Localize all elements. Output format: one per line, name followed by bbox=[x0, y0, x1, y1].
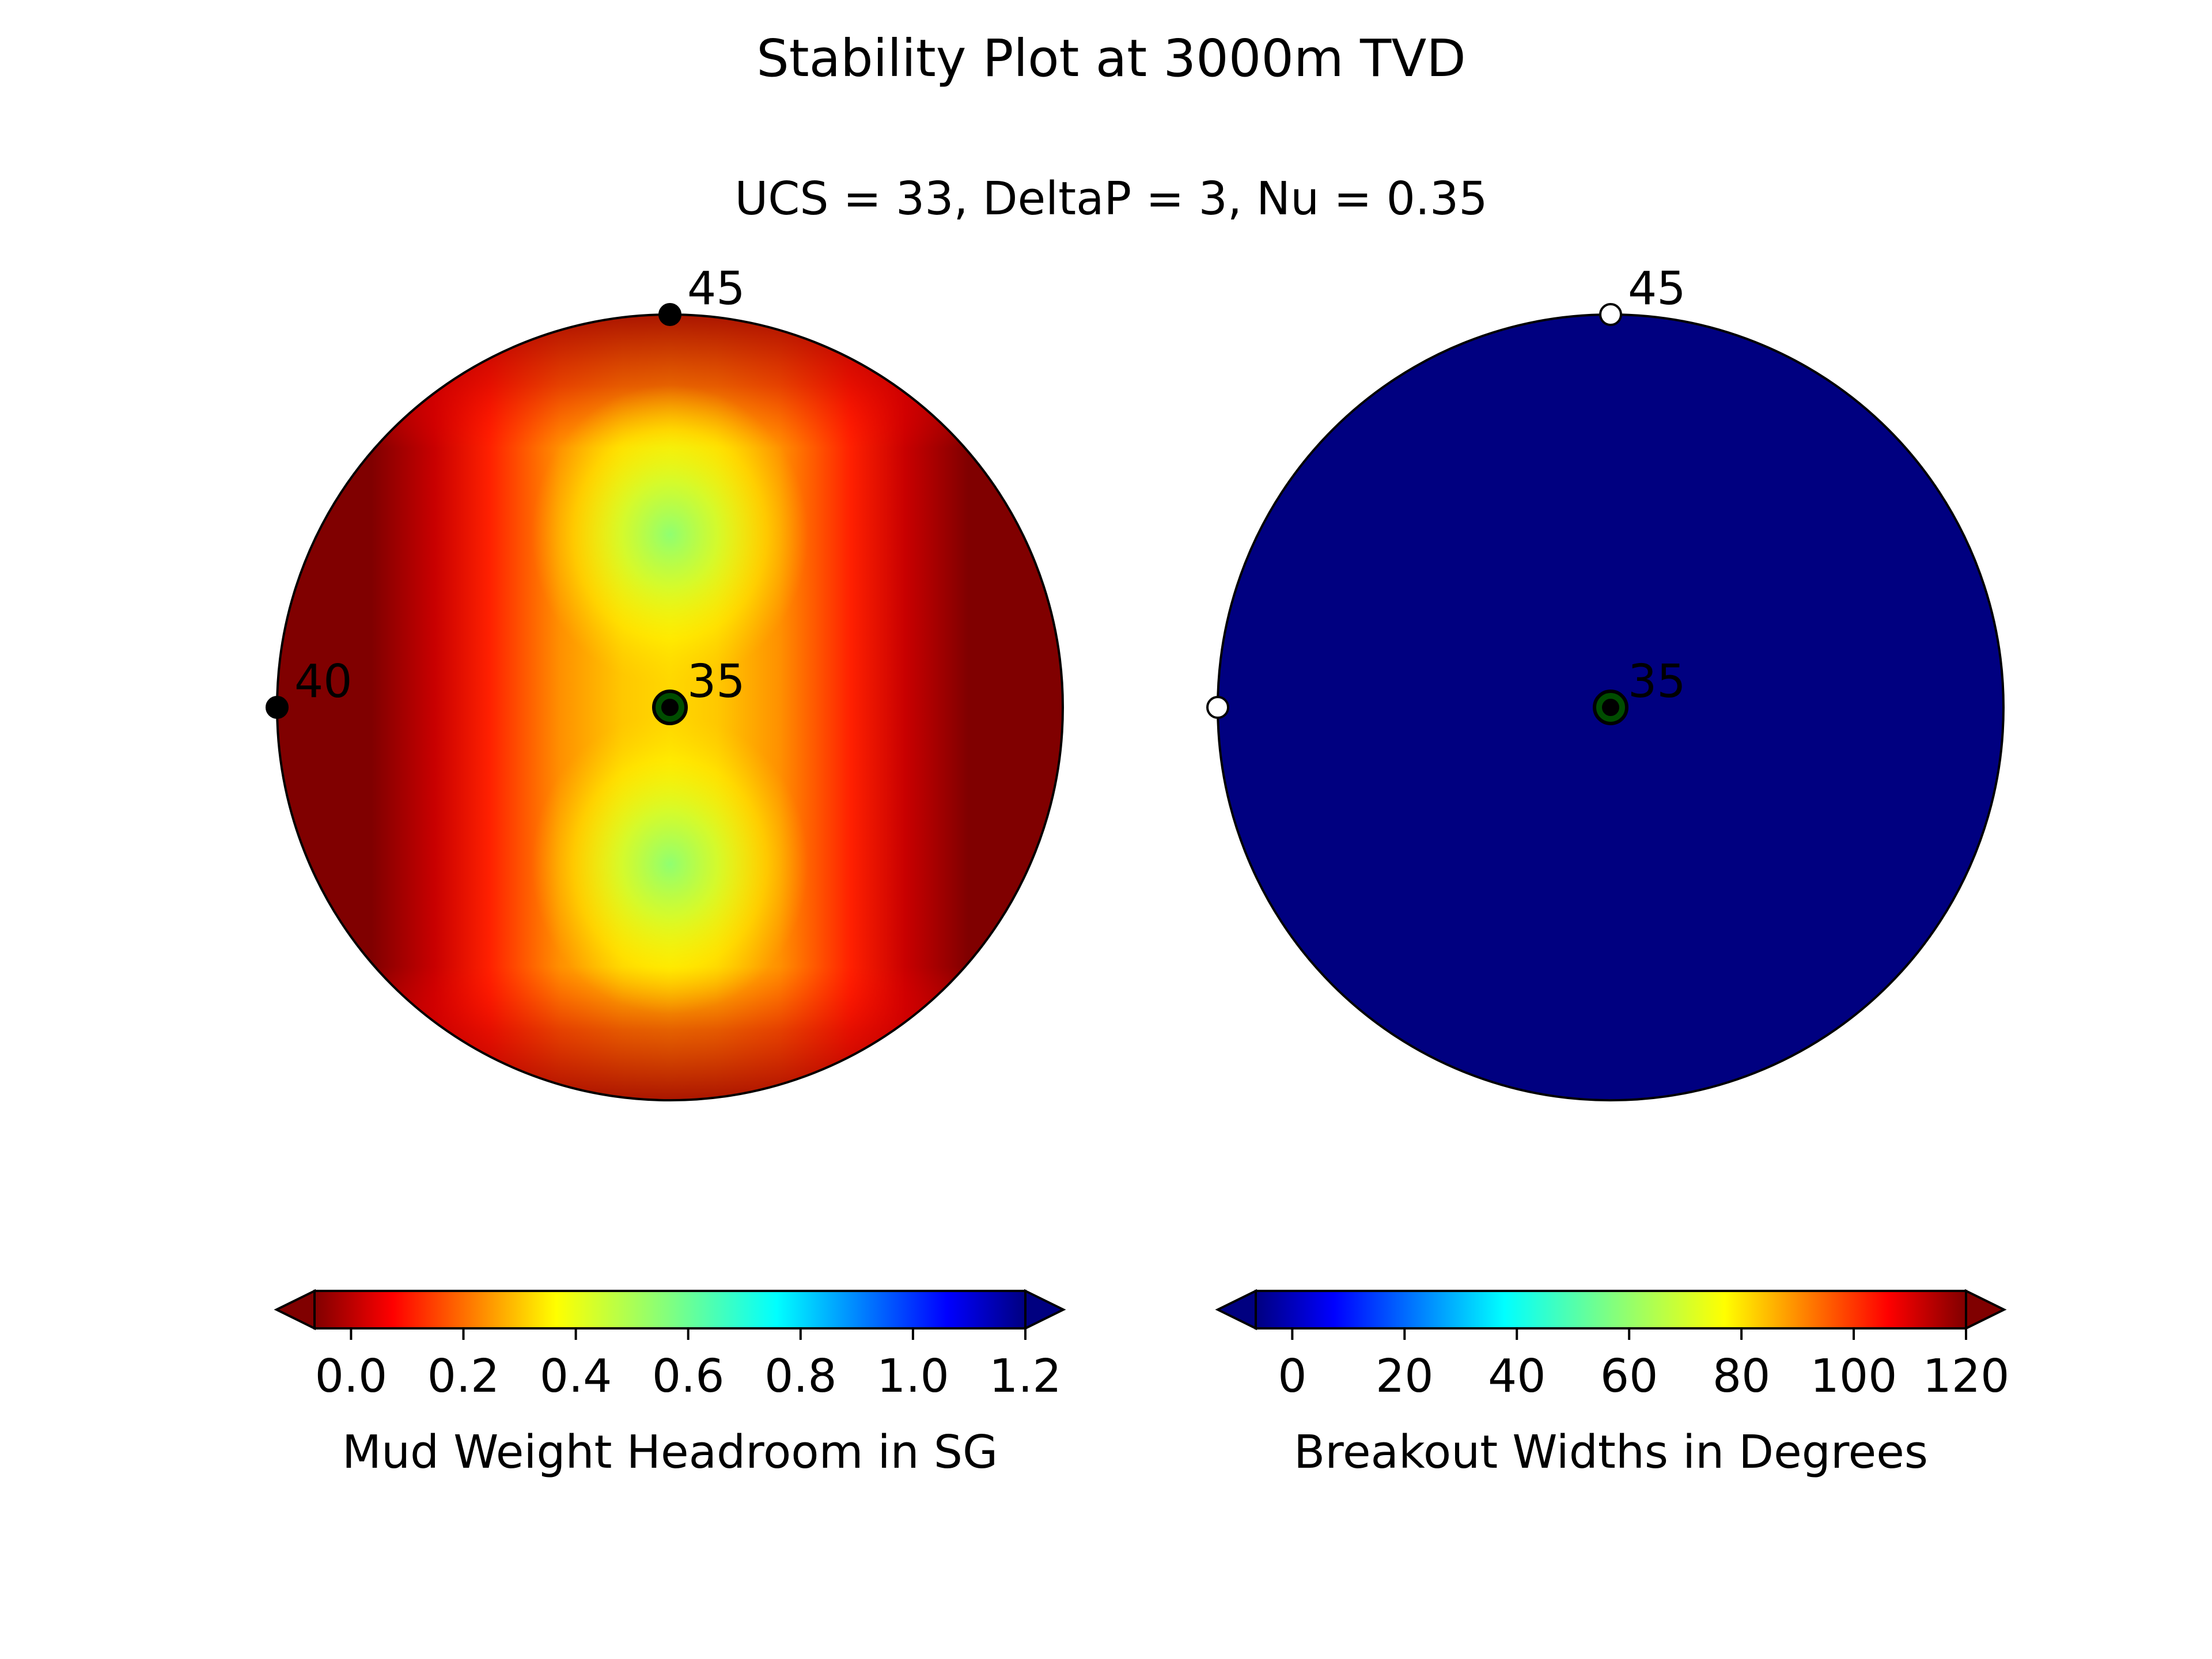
colorbar-tick-label: 20 bbox=[1376, 1350, 1434, 1403]
marker-2: 40 bbox=[266, 655, 353, 719]
pole-marker bbox=[266, 696, 289, 719]
colorbar-tick-label: 1.2 bbox=[989, 1350, 1062, 1403]
headroom-lobe-upper bbox=[532, 385, 808, 684]
marker-label: 45 bbox=[687, 262, 745, 315]
headroom-markers: 45 40 35 bbox=[266, 262, 745, 725]
colorbar-extend-high bbox=[1024, 1289, 1066, 1331]
colorbar-tick-label: 0.0 bbox=[315, 1350, 388, 1403]
marker-2 bbox=[1206, 696, 1229, 719]
marker-3: 35 bbox=[1593, 655, 1686, 725]
marker-label: 45 bbox=[1628, 262, 1686, 315]
headroom-lobe-lower bbox=[532, 714, 808, 1014]
colorbar-tick-label: 80 bbox=[1713, 1350, 1771, 1403]
colorbar-tick-label: 0.4 bbox=[540, 1350, 612, 1403]
pole-marker bbox=[658, 303, 681, 326]
pole-marker bbox=[1206, 696, 1229, 719]
marker-1: 45 bbox=[658, 262, 745, 326]
colorbar-tick-label: 0.6 bbox=[652, 1350, 725, 1403]
colorbar-tick-label: 100 bbox=[1810, 1350, 1897, 1403]
colorbar-body bbox=[1255, 1290, 1967, 1330]
breakout-colorbar: 0 20 40 60 80 100 120 Breakout Widths in Degree… bbox=[1215, 1289, 2010, 1479]
marker-1: 45 bbox=[1599, 262, 1686, 326]
centre-marker-core bbox=[1600, 696, 1622, 718]
colorbar-extend-low bbox=[1215, 1289, 1257, 1331]
colorbar-extend-high bbox=[1965, 1289, 2007, 1331]
marker-label: 35 bbox=[1628, 655, 1686, 708]
colorbar-label: Breakout Widths in Degrees bbox=[1294, 1426, 1928, 1479]
colorbar-tick-label: 60 bbox=[1600, 1350, 1658, 1403]
centre-marker-core bbox=[659, 696, 681, 718]
colorbar-tick-label: 40 bbox=[1488, 1350, 1546, 1403]
marker-label: 35 bbox=[687, 655, 745, 708]
colorbar-tick-label: 0 bbox=[1278, 1350, 1306, 1403]
colorbar-extend-low bbox=[274, 1289, 316, 1331]
figure-title: Stability Plot at 3000m TVD bbox=[756, 28, 1466, 88]
headroom-colorbar: 0.0 0.2 0.4 0.6 0.8 1.0 1.2 Mud Weight Headroom… bbox=[274, 1289, 1066, 1479]
colorbar-tick-label: 1.0 bbox=[877, 1350, 949, 1403]
colorbar-tick-label: 0.8 bbox=[764, 1350, 837, 1403]
colorbar-tick-label: 0.2 bbox=[427, 1350, 500, 1403]
headroom-stereonet: 45 40 35 bbox=[266, 262, 1064, 1101]
figure-subtitle: UCS = 33, DeltaP = 3, Nu = 0.35 bbox=[734, 172, 1487, 225]
colorbar-label: Mud Weight Headroom in SG bbox=[342, 1426, 998, 1479]
marker-3: 35 bbox=[652, 655, 745, 725]
breakout-stereonet: 45 35 bbox=[1206, 262, 2005, 1101]
breakout-markers: 45 35 bbox=[1206, 262, 1686, 725]
colorbar-body bbox=[313, 1290, 1027, 1330]
pole-marker bbox=[1599, 303, 1622, 326]
marker-label: 40 bbox=[294, 655, 353, 708]
colorbar-tick-label: 120 bbox=[1923, 1350, 2010, 1403]
